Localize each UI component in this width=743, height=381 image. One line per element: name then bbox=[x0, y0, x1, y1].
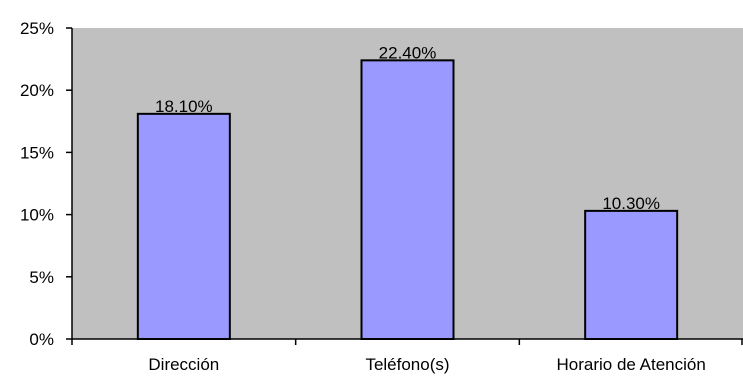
y-tick-label: 10% bbox=[20, 206, 54, 225]
y-tick-label: 5% bbox=[29, 268, 54, 287]
y-ticks-group: 0% 5% 10% 15% 20% 25% bbox=[20, 19, 72, 349]
x-category-label: Teléfono(s) bbox=[365, 355, 449, 374]
x-ticks-group: Dirección Teléfono(s) Horario de Atención bbox=[71, 339, 743, 374]
x-category-label: Dirección bbox=[148, 355, 219, 374]
x-category-label: Horario de Atención bbox=[557, 355, 706, 374]
data-labels-group: 18.10% 22.40% 10.30% bbox=[155, 43, 660, 213]
y-tick-label: 0% bbox=[29, 330, 54, 349]
bar-2 bbox=[360, 59, 455, 341]
data-label-3: 10.30% bbox=[602, 194, 660, 213]
data-label-2: 22.40% bbox=[379, 43, 437, 62]
bar-3 bbox=[584, 209, 679, 340]
y-tick-label: 25% bbox=[20, 19, 54, 38]
data-label-1: 18.10% bbox=[155, 97, 213, 116]
y-tick-label: 20% bbox=[20, 81, 54, 100]
bar-1 bbox=[136, 112, 231, 340]
y-tick-label: 15% bbox=[20, 143, 54, 162]
bars-group bbox=[136, 59, 679, 341]
